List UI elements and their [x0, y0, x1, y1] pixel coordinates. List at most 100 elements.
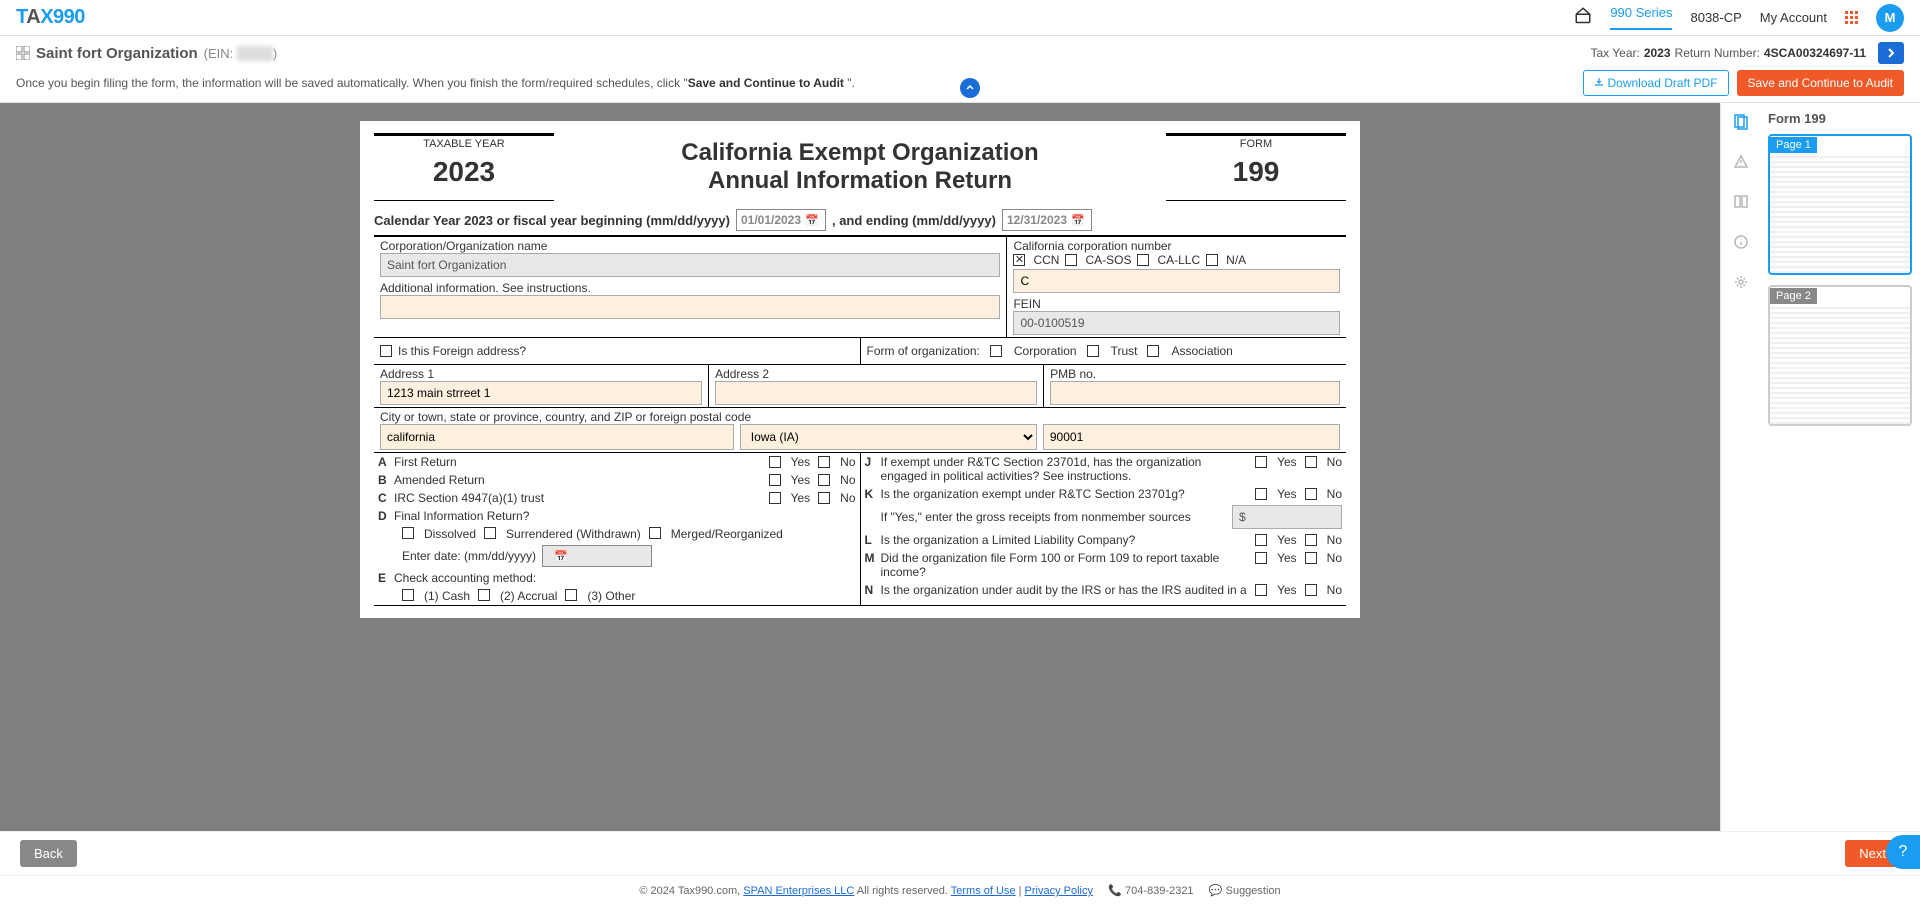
question-l: LIs the organization a Limited Liability…: [861, 531, 1347, 549]
address1-label: Address 1: [380, 367, 702, 381]
workspace: TAXABLE YEAR 2023 California Exempt Orga…: [0, 102, 1920, 831]
address2-input[interactable]: [715, 381, 1037, 405]
cash-cb[interactable]: [402, 589, 414, 601]
ql-yes[interactable]: [1255, 534, 1267, 546]
qn-no[interactable]: [1305, 584, 1317, 596]
question-a: AFirst ReturnYesNo: [374, 453, 860, 471]
qn-yes[interactable]: [1255, 584, 1267, 596]
question-k-sub: If "Yes," enter the gross receipts from …: [861, 503, 1347, 531]
qj-no[interactable]: [1305, 456, 1317, 468]
fein-label: FEIN: [1013, 297, 1340, 311]
ca-number-input[interactable]: [1013, 269, 1340, 293]
privacy-link[interactable]: Privacy Policy: [1025, 885, 1093, 897]
city-input[interactable]: [380, 424, 734, 450]
association-checkbox[interactable]: [1147, 345, 1159, 357]
question-c: CIRC Section 4947(a)(1) trustYesNo: [374, 489, 860, 507]
nav-right: 990 Series 8038-CP My Account M: [1574, 4, 1904, 32]
ca-llc-checkbox[interactable]: [1137, 254, 1149, 266]
trust-checkbox[interactable]: [1087, 345, 1099, 357]
help-button[interactable]: ?: [1886, 835, 1920, 869]
calendar-icon: 📅: [805, 214, 819, 227]
org-grid-icon: [16, 46, 30, 60]
nav-990-series[interactable]: 990 Series: [1610, 5, 1672, 30]
ca-number-label: California corporation number: [1013, 239, 1340, 253]
side-rail: [1720, 103, 1760, 831]
na-checkbox[interactable]: [1206, 254, 1218, 266]
pmb-label: PMB no.: [1050, 367, 1340, 381]
form-page: TAXABLE YEAR 2023 California Exempt Orga…: [360, 121, 1360, 618]
other-cb[interactable]: [565, 589, 577, 601]
zip-input[interactable]: [1043, 424, 1340, 450]
fein-input[interactable]: [1013, 311, 1340, 335]
pages-icon[interactable]: [1732, 113, 1750, 131]
address1-input[interactable]: [380, 381, 702, 405]
home-icon[interactable]: [1574, 6, 1592, 29]
fy-end-input[interactable]: 12/31/2023📅: [1002, 209, 1092, 231]
gross-receipts-input[interactable]: $: [1232, 505, 1342, 529]
form-canvas[interactable]: TAXABLE YEAR 2023 California Exempt Orga…: [0, 103, 1720, 831]
pmb-input[interactable]: [1050, 381, 1340, 405]
nav-my-account[interactable]: My Account: [1760, 10, 1827, 25]
back-button[interactable]: Back: [20, 840, 77, 867]
merged-cb[interactable]: [649, 527, 661, 539]
footer-bar: Back Next: [0, 831, 1920, 875]
terms-link[interactable]: Terms of Use: [951, 885, 1016, 897]
page-2-thumb[interactable]: Page 2: [1768, 285, 1912, 426]
collapse-icon[interactable]: [960, 78, 980, 98]
logo[interactable]: TAX990: [16, 6, 85, 29]
warning-icon[interactable]: [1732, 153, 1750, 171]
question-n: NIs the organization under audit by the …: [861, 581, 1347, 599]
page-1-thumb[interactable]: Page 1: [1768, 134, 1912, 275]
top-nav: TAX990 990 Series 8038-CP My Account M: [0, 0, 1920, 36]
qb-no[interactable]: [818, 474, 830, 486]
foreign-checkbox[interactable]: [380, 345, 392, 357]
city-label: City or town, state or province, country…: [380, 410, 1340, 424]
calendar-icon: 📅: [1071, 214, 1085, 227]
return-info: Tax Year: 2023 Return Number: 4SCA003246…: [1590, 42, 1904, 64]
qj-yes[interactable]: [1255, 456, 1267, 468]
qa-yes[interactable]: [769, 456, 781, 468]
d-date-input[interactable]: 📅: [542, 545, 652, 567]
goto-button[interactable]: [1878, 42, 1904, 64]
question-j: JIf exempt under R&TC Section 23701d, ha…: [861, 453, 1347, 485]
question-m: MDid the organization file Form 100 or F…: [861, 549, 1347, 581]
additional-info-input[interactable]: [380, 295, 1000, 319]
surrendered-cb[interactable]: [484, 527, 496, 539]
question-e: ECheck accounting method:: [374, 569, 860, 587]
qa-no[interactable]: [818, 456, 830, 468]
apps-icon[interactable]: [1845, 11, 1858, 24]
fy-begin-input[interactable]: 01/01/2023📅: [736, 209, 826, 231]
suggestion-icon[interactable]: 💬: [1209, 885, 1223, 897]
gear-icon[interactable]: [1732, 273, 1750, 291]
corp-name-input[interactable]: [380, 253, 1000, 277]
ccn-checkbox[interactable]: [1013, 254, 1025, 266]
span-link[interactable]: SPAN Enterprises LLC: [743, 885, 854, 897]
question-d: DFinal Information Return?: [374, 507, 860, 525]
ca-sos-checkbox[interactable]: [1065, 254, 1077, 266]
download-draft-button[interactable]: Download Draft PDF: [1583, 70, 1728, 96]
state-select[interactable]: Iowa (IA): [740, 424, 1037, 450]
accrual-cb[interactable]: [478, 589, 490, 601]
qb-yes[interactable]: [769, 474, 781, 486]
question-e-opts: (1) Cash (2) Accrual (3) Other: [374, 587, 860, 605]
address2-label: Address 2: [715, 367, 1037, 381]
avatar[interactable]: M: [1876, 4, 1904, 32]
question-k: KIs the organization exempt under R&TC S…: [861, 485, 1347, 503]
corporation-checkbox[interactable]: [990, 345, 1002, 357]
book-icon[interactable]: [1732, 193, 1750, 211]
nav-8038cp[interactable]: 8038-CP: [1690, 10, 1741, 25]
form-org-label: Form of organization:: [867, 344, 980, 358]
qm-yes[interactable]: [1255, 552, 1267, 564]
ql-no[interactable]: [1305, 534, 1317, 546]
qk-yes[interactable]: [1255, 488, 1267, 500]
org-ein: (EIN: ): [204, 46, 278, 61]
save-continue-button[interactable]: Save and Continue to Audit: [1737, 70, 1904, 96]
info-icon[interactable]: [1732, 233, 1750, 251]
qc-no[interactable]: [818, 492, 830, 504]
qk-no[interactable]: [1305, 488, 1317, 500]
question-b: BAmended ReturnYesNo: [374, 471, 860, 489]
dissolved-cb[interactable]: [402, 527, 414, 539]
qm-no[interactable]: [1305, 552, 1317, 564]
org-name: Saint fort Organization: [36, 45, 198, 62]
qc-yes[interactable]: [769, 492, 781, 504]
